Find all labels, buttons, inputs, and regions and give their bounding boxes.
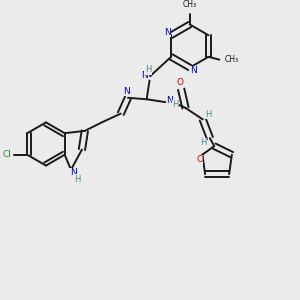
Text: N: N [70,168,77,177]
Text: N: N [141,71,148,80]
Text: N: N [123,87,130,96]
Text: N: N [164,28,171,37]
Text: H: H [172,100,178,109]
Text: CH₃: CH₃ [183,0,197,9]
Text: O: O [176,78,184,87]
Text: N: N [190,66,196,75]
Text: O: O [196,155,203,164]
Text: H: H [205,110,212,119]
Text: N: N [166,97,173,106]
Text: Cl: Cl [3,150,12,159]
Text: CH₃: CH₃ [224,55,239,64]
Text: H: H [74,175,80,184]
Text: H: H [200,138,207,147]
Text: H: H [145,65,151,74]
